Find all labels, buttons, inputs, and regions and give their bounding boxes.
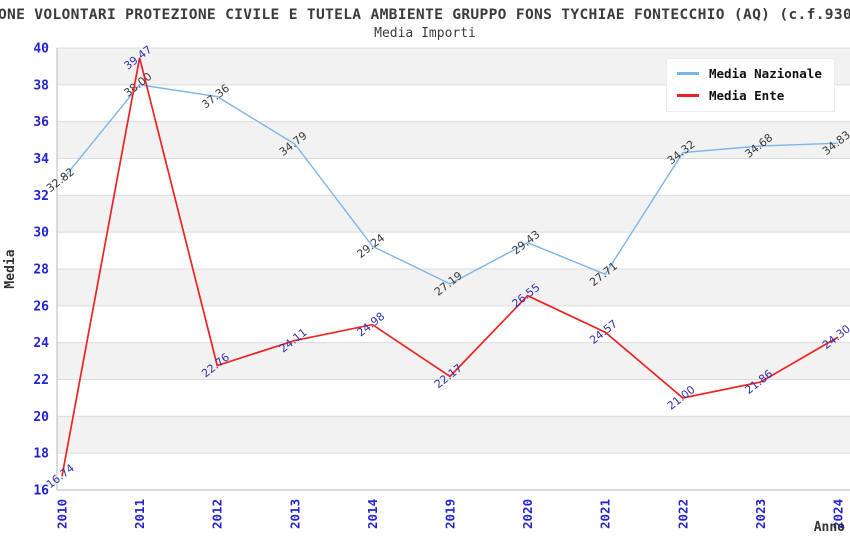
- svg-text:32: 32: [33, 189, 49, 204]
- svg-text:34: 34: [33, 152, 49, 167]
- svg-text:24.98: 24.98: [354, 310, 387, 340]
- svg-text:2023: 2023: [753, 499, 768, 529]
- svg-text:30: 30: [33, 226, 49, 241]
- legend-label: Media Ente: [709, 88, 785, 103]
- svg-text:26: 26: [33, 299, 49, 314]
- legend-line-swatch-red: [677, 94, 699, 97]
- svg-text:2019: 2019: [443, 499, 458, 529]
- svg-text:24: 24: [33, 336, 49, 351]
- svg-text:Anno: Anno: [814, 520, 845, 535]
- svg-text:2012: 2012: [210, 499, 225, 529]
- svg-text:18: 18: [33, 447, 49, 462]
- svg-text:32.82: 32.82: [44, 165, 77, 195]
- svg-text:37.36: 37.36: [199, 82, 232, 112]
- svg-text:2011: 2011: [132, 499, 147, 529]
- svg-text:2022: 2022: [675, 499, 690, 529]
- chart-legend: Media Nazionale Media Ente: [666, 58, 835, 112]
- svg-text:2010: 2010: [55, 499, 70, 529]
- legend-item-media-ente: Media Ente: [677, 88, 822, 103]
- svg-text:36: 36: [33, 115, 49, 130]
- svg-text:40: 40: [33, 42, 49, 57]
- svg-text:Media: Media: [3, 249, 18, 288]
- svg-text:29.24: 29.24: [354, 231, 387, 261]
- legend-label: Media Nazionale: [709, 66, 822, 81]
- svg-text:2013: 2013: [287, 499, 302, 529]
- svg-text:28: 28: [33, 263, 49, 278]
- svg-text:16: 16: [33, 484, 49, 499]
- chart-subtitle: Media Importi: [374, 26, 476, 41]
- svg-text:2020: 2020: [520, 499, 535, 529]
- svg-text:2014: 2014: [365, 499, 380, 529]
- svg-text:22: 22: [33, 373, 49, 388]
- svg-text:2021: 2021: [598, 499, 613, 529]
- svg-text:2024: 2024: [831, 499, 846, 529]
- svg-text:38: 38: [33, 78, 49, 93]
- svg-text:16.74: 16.74: [44, 461, 77, 491]
- legend-line-swatch-blue: [677, 72, 699, 75]
- legend-item-media-nazionale: Media Nazionale: [677, 66, 822, 81]
- chart-title: IONE VOLONTARI PROTEZIONE CIVILE E TUTEL…: [0, 6, 850, 23]
- svg-text:20: 20: [33, 410, 49, 425]
